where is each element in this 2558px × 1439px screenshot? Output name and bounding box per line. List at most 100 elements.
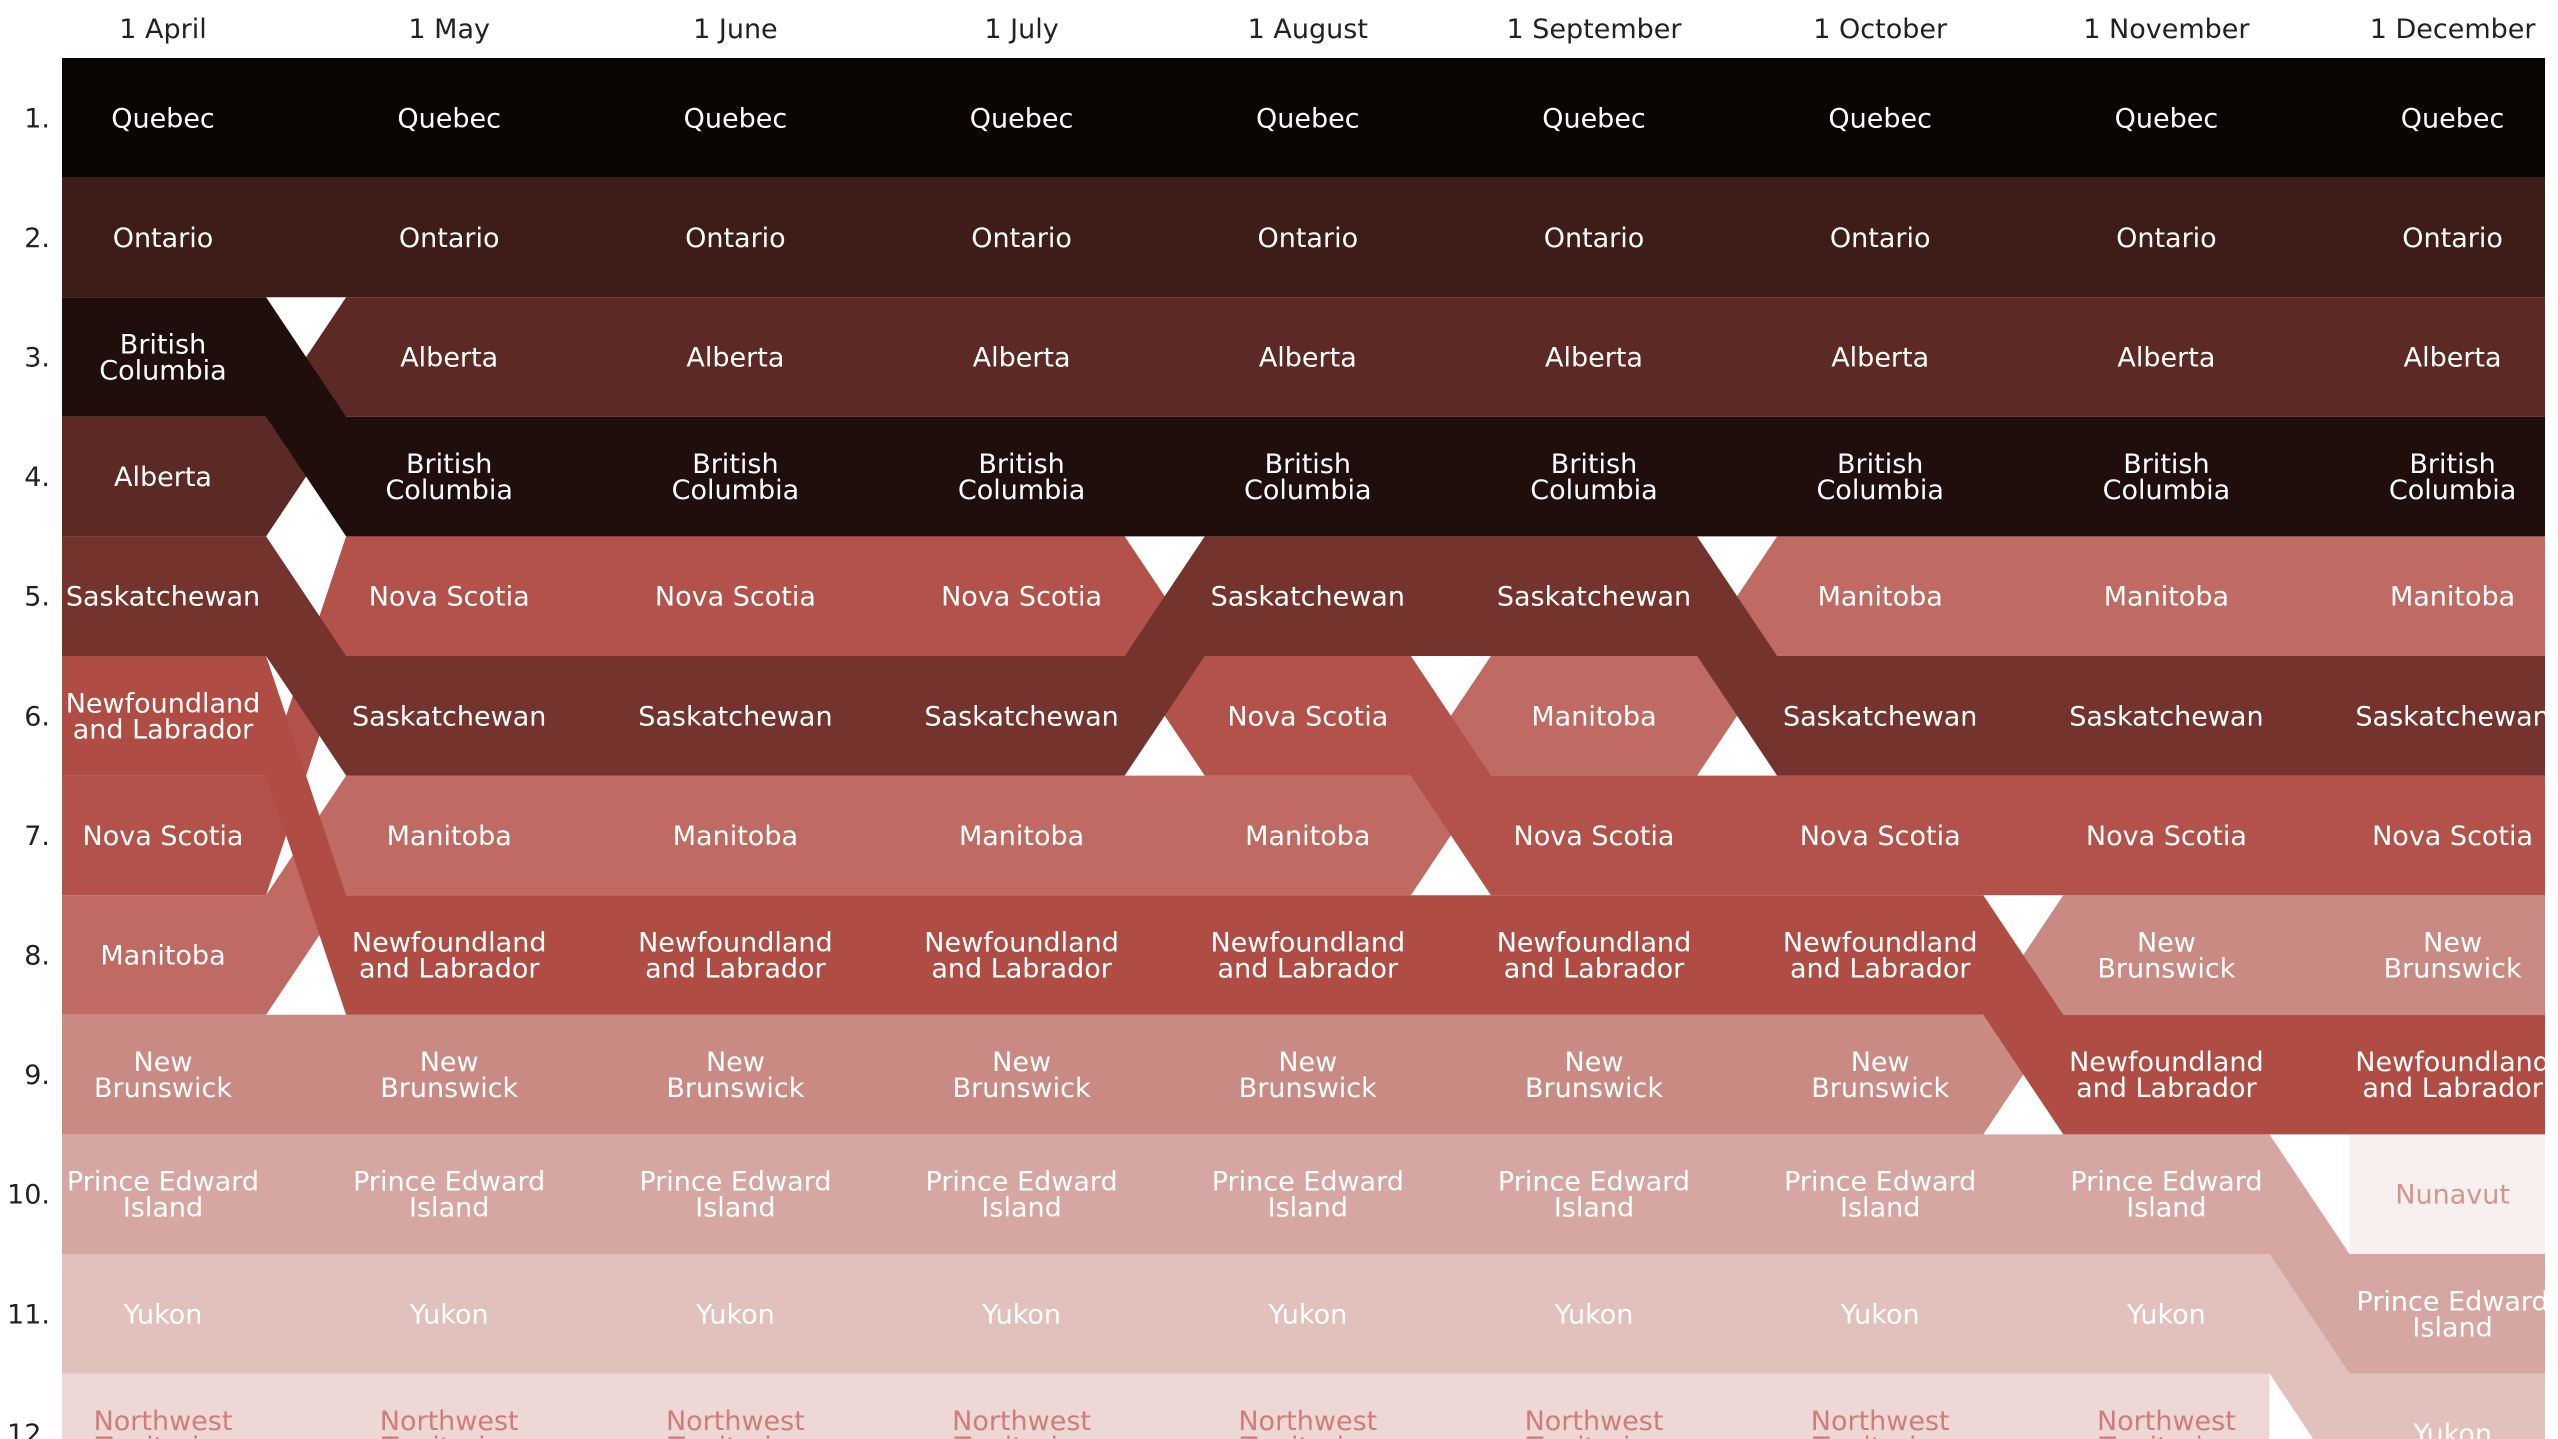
date-label: 1 December — [2370, 14, 2537, 45]
label-northwest-territories: NorthwestTerritories — [2097, 1406, 2236, 1439]
label-prince-edward-island: Prince Edward Island — [2070, 1167, 2262, 1224]
label-nova-scotia: Nova Scotia — [1227, 701, 1388, 732]
label-saskatchewan: Saskatchewan — [1497, 582, 1691, 613]
label-british-columbia: British Columbia — [958, 449, 1085, 506]
band-nunavut — [2349, 1134, 2545, 1254]
label-quebec: Quebec — [1256, 103, 1360, 134]
date-label: 1 August — [1248, 14, 1368, 45]
label-nova-scotia: Nova Scotia — [2086, 821, 2247, 852]
label-newfoundland-and-labrador: Newfoundland and Labrador — [638, 927, 833, 984]
label-newfoundland-and-labrador: Newfoundland and Labrador — [352, 927, 547, 984]
label-alberta: Alberta — [1259, 342, 1357, 373]
rank-label: 10. — [7, 1180, 50, 1211]
date-label: 1 September — [1507, 14, 1683, 45]
label-british-columbia: British Columbia — [1244, 449, 1371, 506]
band-nova-scotia — [62, 536, 2545, 896]
label-northwest-territories: NorthwestTerritories — [952, 1406, 1091, 1439]
label-quebec: Quebec — [1828, 103, 1932, 134]
label-prince-edward-island: Prince Edward Island — [926, 1167, 1118, 1224]
label-northwest-territories: NorthwestTerritories — [94, 1406, 233, 1439]
label-british-columbia: British Columbia — [2389, 449, 2516, 506]
label-alberta: Alberta — [1545, 342, 1643, 373]
label-yukon: Yukon — [123, 1299, 203, 1330]
label-yukon: Yukon — [1267, 1299, 1347, 1330]
label-quebec: Quebec — [970, 103, 1074, 134]
label-manitoba: Manitoba — [1245, 821, 1370, 852]
label-nova-scotia: Nova Scotia — [1514, 821, 1675, 852]
rank-label: 11. — [7, 1299, 50, 1330]
date-axis: 1 April 1 May 1 June 1 July 1 August 1 Septem… — [119, 14, 2536, 45]
label-quebec: Quebec — [2401, 103, 2505, 134]
label-alberta: Alberta — [2117, 342, 2215, 373]
label-manitoba: Manitoba — [100, 940, 225, 971]
label-quebec: Quebec — [397, 103, 501, 134]
label-prince-edward-island: Prince Edward Island — [1784, 1167, 1976, 1224]
date-label: 1 June — [693, 14, 778, 45]
band-ontario — [62, 177, 2545, 298]
province-labels: Nunavut NorthwestTerritories NorthwestTerr… — [66, 103, 2550, 1439]
label-saskatchewan: Saskatchewan — [638, 701, 832, 732]
label-ontario: Ontario — [399, 223, 500, 254]
label-saskatchewan: Saskatchewan — [924, 701, 1118, 732]
label-nova-scotia: Nova Scotia — [369, 582, 530, 613]
label-prince-edward-island: Prince Edward Island — [2357, 1286, 2549, 1343]
label-new-brunswick: New Brunswick — [666, 1047, 804, 1104]
label-new-brunswick: New Brunswick — [380, 1047, 518, 1104]
band-quebec — [62, 58, 2545, 178]
label-british-columbia: British Columbia — [1530, 449, 1657, 506]
label-yukon: Yukon — [1554, 1299, 1634, 1330]
label-quebec: Quebec — [1542, 103, 1646, 134]
label-british-columbia: British Columbia — [99, 329, 226, 386]
rank-label: 7. — [24, 821, 50, 852]
label-newfoundland-and-labrador: Newfoundland and Labrador — [924, 927, 1119, 984]
band-prince-edward-island — [62, 1134, 2545, 1374]
label-saskatchewan: Saskatchewan — [2355, 701, 2549, 732]
label-alberta: Alberta — [400, 342, 498, 373]
band-northwest-territories — [62, 1373, 2270, 1439]
label-saskatchewan: Saskatchewan — [66, 582, 260, 613]
label-manitoba: Manitoba — [2104, 582, 2229, 613]
label-yukon: Yukon — [409, 1299, 489, 1330]
label-newfoundland-and-labrador: Newfoundland and Labrador — [1783, 927, 1978, 984]
label-yukon: Yukon — [2126, 1299, 2206, 1330]
label-ontario: Ontario — [113, 223, 214, 254]
label-saskatchewan: Saskatchewan — [2069, 701, 2263, 732]
label-nova-scotia: Nova Scotia — [1800, 821, 1961, 852]
date-label: 1 July — [984, 14, 1058, 45]
label-manitoba: Manitoba — [673, 821, 798, 852]
label-newfoundland-and-labrador: Newfoundland and Labrador — [2069, 1047, 2264, 1104]
rank-label: 1. — [24, 103, 50, 134]
label-northwest-territories: NorthwestTerritories — [666, 1406, 805, 1439]
label-newfoundland-and-labrador: Newfoundland and Labrador — [1497, 927, 1692, 984]
label-nova-scotia: Nova Scotia — [83, 821, 244, 852]
label-yukon: Yukon — [695, 1299, 775, 1330]
label-ontario: Ontario — [1544, 223, 1645, 254]
label-manitoba: Manitoba — [959, 821, 1084, 852]
label-manitoba: Manitoba — [387, 821, 512, 852]
label-british-columbia: British Columbia — [672, 449, 799, 506]
label-saskatchewan: Saskatchewan — [352, 701, 546, 732]
label-manitoba: Manitoba — [1818, 582, 1943, 613]
label-quebec: Quebec — [111, 103, 215, 134]
date-label: 1 April — [119, 14, 206, 45]
label-nova-scotia: Nova Scotia — [2372, 821, 2533, 852]
date-label: 1 October — [1813, 14, 1948, 45]
label-yukon: Yukon — [981, 1299, 1061, 1330]
label-alberta: Alberta — [1831, 342, 1929, 373]
label-british-columbia: British Columbia — [1816, 449, 1943, 506]
label-prince-edward-island: Prince Edward Island — [353, 1167, 545, 1224]
label-ontario: Ontario — [1830, 223, 1931, 254]
label-alberta: Alberta — [686, 342, 784, 373]
label-saskatchewan: Saskatchewan — [1783, 701, 1977, 732]
label-manitoba: Manitoba — [2390, 582, 2515, 613]
label-quebec: Quebec — [684, 103, 788, 134]
label-newfoundland-and-labrador: Newfoundland and Labrador — [1211, 927, 1406, 984]
label-new-brunswick: New Brunswick — [953, 1047, 1091, 1104]
province-bands — [62, 58, 2545, 1439]
rank-axis: 1. 2. 3. 4. 5. 6. 7. 8. 9. 10. 11. 12. — [7, 103, 50, 1439]
label-northwest-territories: NorthwestTerritories — [1811, 1406, 1950, 1439]
date-label: 1 May — [408, 14, 490, 45]
label-quebec: Quebec — [2115, 103, 2219, 134]
label-new-brunswick: New Brunswick — [2384, 927, 2522, 984]
band-british-columbia — [62, 297, 2545, 537]
